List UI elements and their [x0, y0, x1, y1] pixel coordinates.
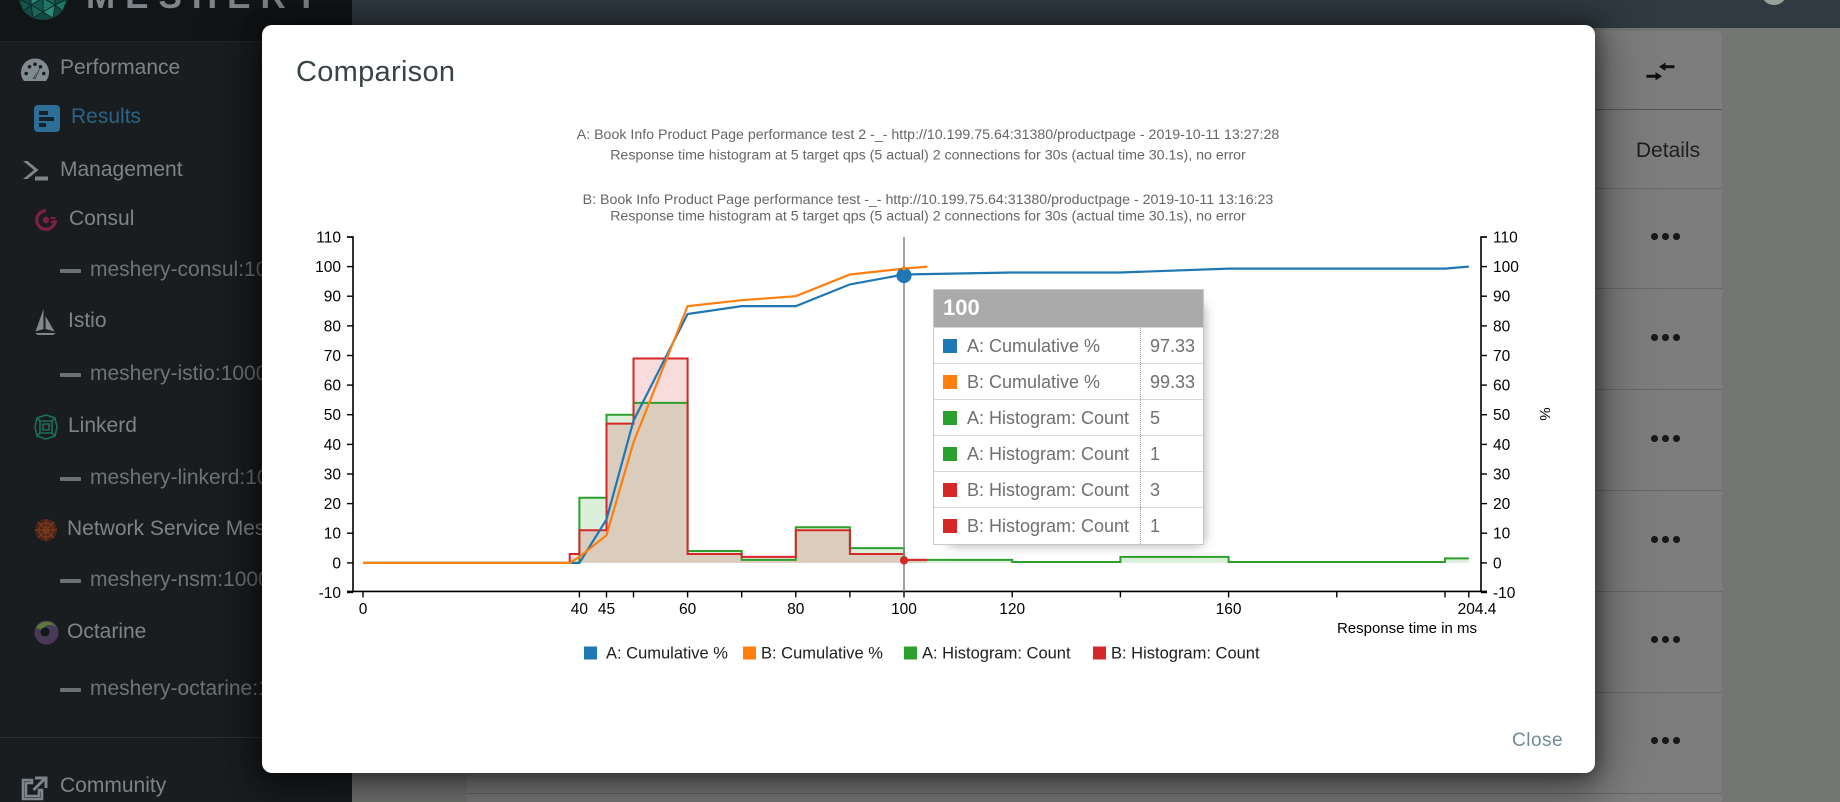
- svg-text:40: 40: [324, 437, 342, 454]
- svg-text:50: 50: [1493, 407, 1511, 424]
- svg-text:90: 90: [324, 289, 342, 306]
- svg-text:B: Cumulative %: B: Cumulative %: [761, 645, 883, 663]
- svg-text:60: 60: [679, 601, 697, 618]
- svg-text:80: 80: [1493, 318, 1511, 335]
- svg-text:60: 60: [1493, 378, 1511, 395]
- svg-text:A: Histogram: Count: A: Histogram: Count: [922, 645, 1071, 663]
- svg-text:A: Cumulative %: A: Cumulative %: [606, 645, 728, 663]
- svg-text:-10: -10: [1493, 585, 1516, 602]
- svg-text:30: 30: [324, 467, 342, 484]
- svg-text:0: 0: [332, 555, 341, 572]
- svg-text:70: 70: [1493, 348, 1511, 365]
- svg-text:30: 30: [1493, 467, 1511, 484]
- svg-text:100: 100: [1493, 259, 1519, 276]
- svg-text:10: 10: [1493, 526, 1511, 543]
- svg-text:Response time in ms: Response time in ms: [1337, 620, 1477, 637]
- svg-text:60: 60: [324, 378, 342, 395]
- svg-text:Response time histogram at 5 t: Response time histogram at 5 target qps …: [610, 148, 1246, 164]
- svg-text:50: 50: [324, 407, 342, 424]
- svg-text:B: Histogram: Count: B: Histogram: Count: [1111, 645, 1260, 663]
- svg-text:120: 120: [999, 601, 1025, 618]
- svg-text:100: 100: [315, 259, 341, 276]
- svg-text:20: 20: [324, 496, 342, 513]
- svg-text:45: 45: [598, 601, 615, 618]
- svg-text:%: %: [1536, 407, 1553, 420]
- svg-text:110: 110: [1493, 230, 1518, 247]
- svg-text:-10: -10: [319, 585, 342, 602]
- svg-text:0: 0: [359, 601, 368, 618]
- svg-text:40: 40: [571, 601, 589, 618]
- svg-text:100: 100: [891, 601, 917, 618]
- svg-text:80: 80: [787, 601, 805, 618]
- svg-text:20: 20: [1493, 496, 1511, 513]
- svg-text:204.4: 204.4: [1458, 601, 1497, 618]
- svg-text:0: 0: [1493, 555, 1502, 572]
- svg-text:160: 160: [1216, 601, 1242, 618]
- svg-text:80: 80: [324, 318, 342, 335]
- svg-text:B: Book Info Product Page perf: B: Book Info Product Page performance te…: [583, 192, 1274, 208]
- svg-text:110: 110: [316, 230, 341, 247]
- svg-text:90: 90: [1493, 289, 1511, 306]
- svg-text:Response time histogram at 5 t: Response time histogram at 5 target qps …: [610, 209, 1246, 225]
- svg-text:10: 10: [324, 526, 342, 543]
- svg-text:70: 70: [324, 348, 342, 365]
- svg-text:40: 40: [1493, 437, 1511, 454]
- svg-text:A: Book Info Product Page perf: A: Book Info Product Page performance te…: [577, 127, 1280, 143]
